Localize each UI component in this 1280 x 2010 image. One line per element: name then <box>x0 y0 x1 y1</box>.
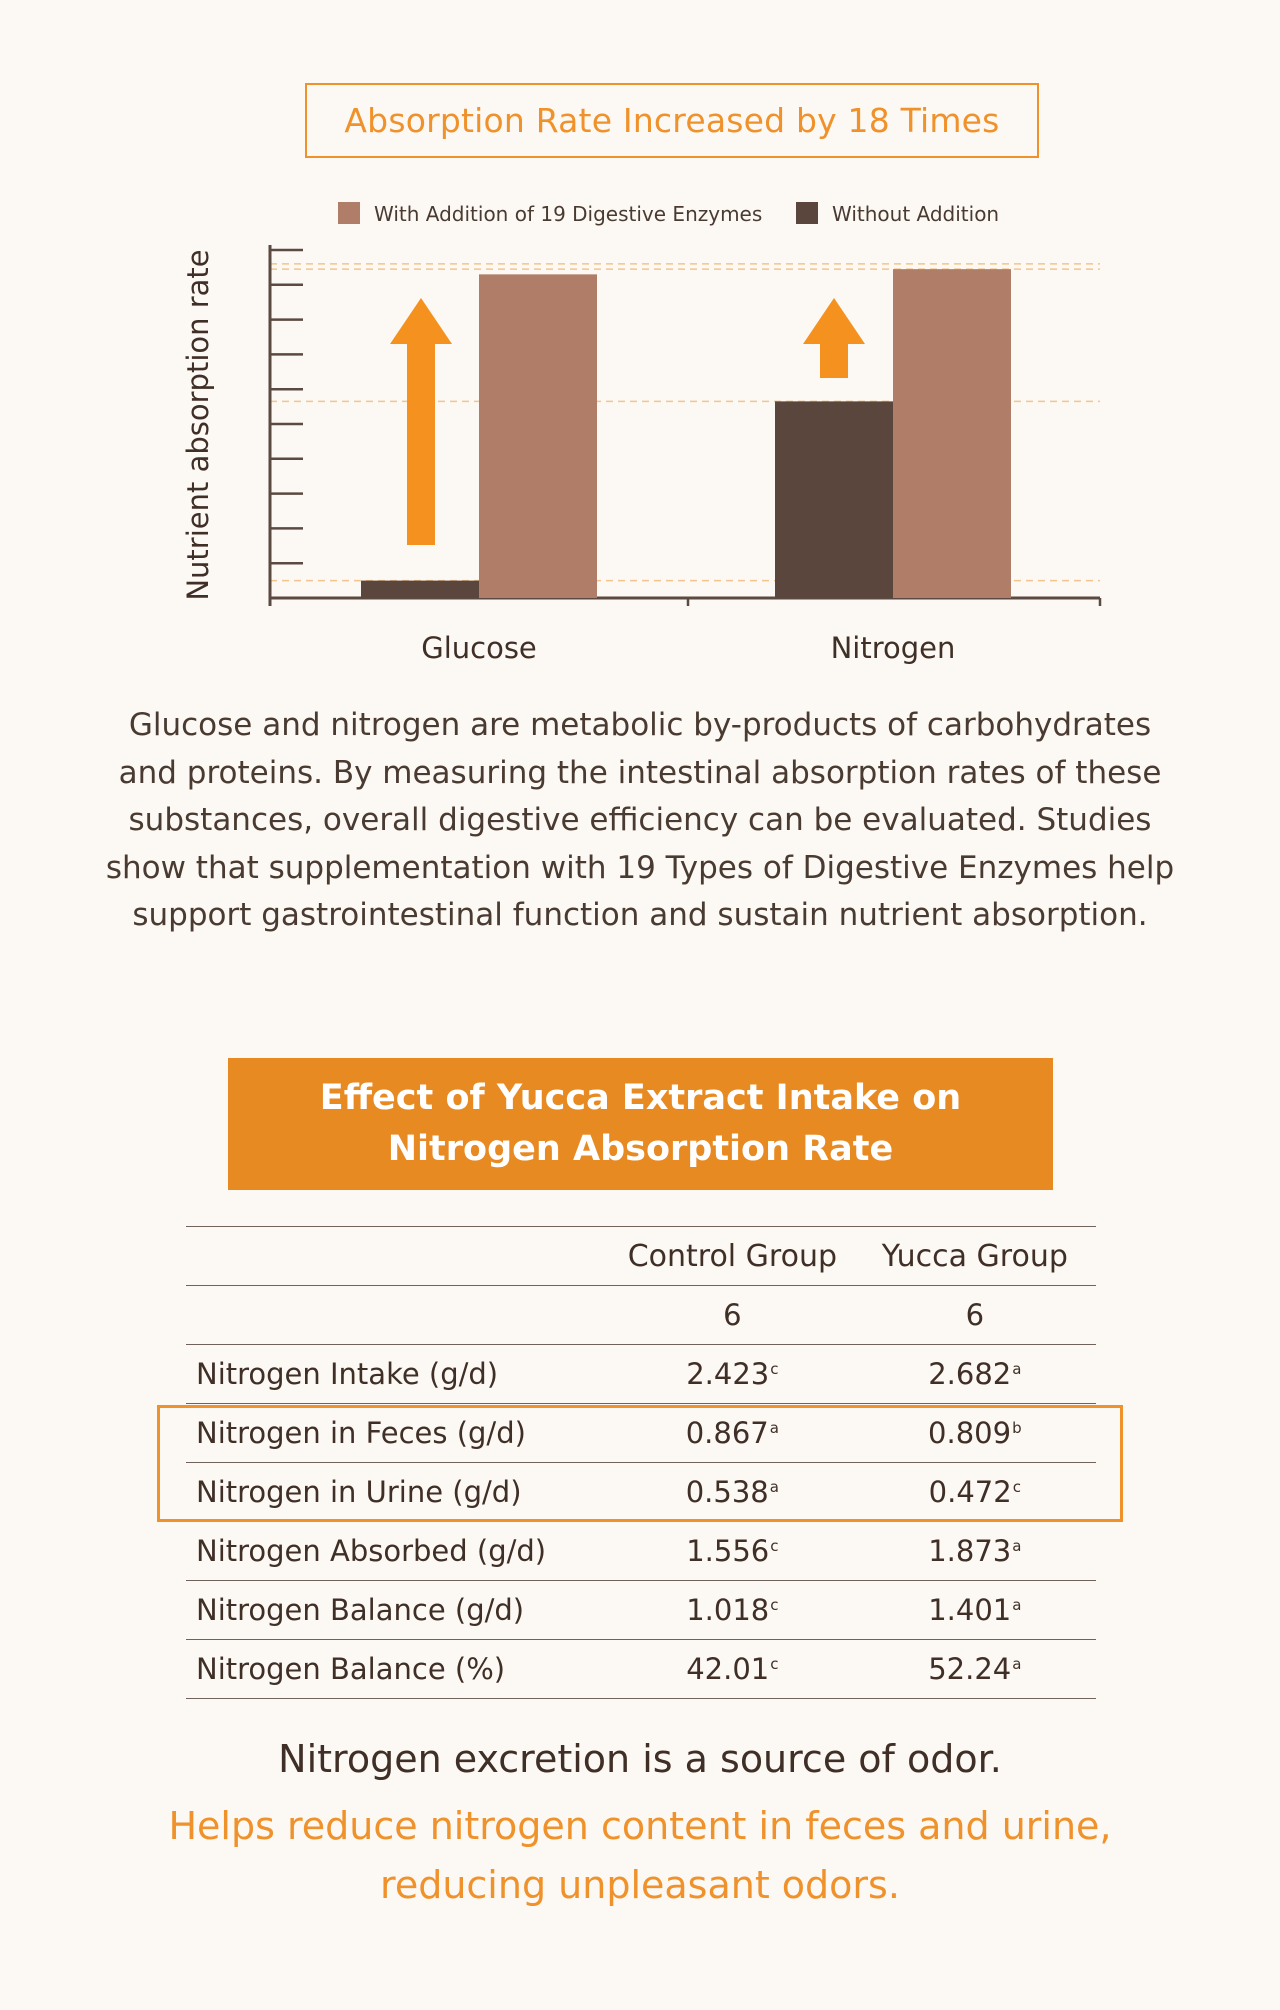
control-value-cell: 1.556c <box>611 1521 854 1581</box>
control-significance-letter: c <box>770 1537 779 1555</box>
yucca-value: 1.873 <box>928 1534 1012 1568</box>
yucca-value-cell: 0.472c <box>853 1462 1096 1522</box>
yucca-value-cell: 2.682a <box>853 1344 1096 1404</box>
n-row-yucca: 6 <box>853 1285 1096 1345</box>
control-value-cell: 1.018c <box>611 1580 854 1640</box>
table-title: Effect of Yucca Extract Intake on Nitrog… <box>228 1058 1053 1190</box>
control-value: 0.867 <box>685 1416 769 1450</box>
row-label: Nitrogen Absorbed (g/d) <box>186 1521 612 1581</box>
legend-swatch <box>796 202 818 224</box>
bar <box>893 269 1011 598</box>
table-title-line-1: Effect of Yucca Extract Intake on <box>319 1078 962 1118</box>
yucca-significance-letter: a <box>1012 1655 1022 1673</box>
yucca-value: 52.24 <box>928 1652 1012 1686</box>
yucca-significance-letter: a <box>1012 1596 1022 1614</box>
control-value-cell: 0.867a <box>611 1403 854 1463</box>
control-value-cell: 0.538a <box>611 1462 854 1522</box>
nitrogen-table: Control Group Yucca Group 6 6 Nitrogen I… <box>186 1226 1096 1699</box>
control-significance-letter: c <box>770 1360 779 1378</box>
control-significance-letter: a <box>769 1419 779 1437</box>
yucca-value-cell: 1.401a <box>853 1580 1096 1640</box>
header-control-group: Control Group <box>611 1226 854 1286</box>
yucca-value-cell: 0.809b <box>853 1403 1096 1463</box>
y-axis-label: Nutrient absorption rate <box>181 249 215 600</box>
x-tick-label: Nitrogen <box>831 631 956 665</box>
chart-description: Glucose and nitrogen are metabolic by-pr… <box>105 707 1175 933</box>
table-header-row: Control Group Yucca Group <box>186 1226 1096 1286</box>
row-label: Nitrogen in Feces (g/d) <box>186 1403 612 1463</box>
legend-swatch <box>338 202 360 224</box>
control-value: 42.01 <box>686 1652 770 1686</box>
yucca-value-cell: 52.24a <box>853 1639 1096 1699</box>
glucose-increase-arrow <box>390 298 452 545</box>
nitrogen-increase-arrow <box>803 298 865 378</box>
yucca-significance-letter: a <box>1012 1360 1022 1378</box>
control-value: 2.423 <box>686 1357 770 1391</box>
bar <box>775 401 893 598</box>
control-value: 1.018 <box>686 1593 770 1627</box>
bar <box>361 580 479 598</box>
table-row: Nitrogen Intake (g/d) 2.423c 2.682a <box>186 1344 1096 1404</box>
chart-title: Absorption Rate Increased by 18 Times <box>305 83 1039 158</box>
yucca-significance-letter: c <box>1012 1478 1021 1496</box>
footer-accent-line-2: reducing unpleasant odors. <box>380 1863 900 1907</box>
table-row: Nitrogen Absorbed (g/d) 1.556c 1.873a <box>186 1521 1096 1581</box>
control-value: 1.556 <box>686 1534 770 1568</box>
footer-main-text: Nitrogen excretion is a source of odor. <box>278 1737 1002 1781</box>
yucca-value: 1.401 <box>928 1593 1012 1627</box>
table-row: Nitrogen in Urine (g/d) 0.538a 0.472c <box>186 1462 1096 1522</box>
row-label: Nitrogen Intake (g/d) <box>186 1344 612 1404</box>
yucca-significance-letter: b <box>1012 1419 1022 1437</box>
yucca-value: 0.472 <box>928 1475 1012 1509</box>
row-label: Nitrogen Balance (g/d) <box>186 1580 612 1640</box>
control-value: 0.538 <box>685 1475 769 1509</box>
yucca-value-cell: 1.873a <box>853 1521 1096 1581</box>
yucca-value: 0.809 <box>928 1416 1012 1450</box>
yucca-significance-letter: a <box>1012 1537 1022 1555</box>
n-row-control: 6 <box>611 1285 854 1345</box>
control-significance-letter: a <box>769 1478 779 1496</box>
row-label: Nitrogen in Urine (g/d) <box>186 1462 612 1522</box>
bar <box>479 274 597 598</box>
control-significance-letter: c <box>770 1655 779 1673</box>
control-value-cell: 42.01c <box>611 1639 854 1699</box>
header-label-cell <box>186 1226 612 1286</box>
yucca-value: 2.682 <box>928 1357 1012 1391</box>
bar-chart: With Addition of 19 Digestive Enzymes Wit… <box>181 202 1102 665</box>
table-row: Nitrogen Balance (g/d) 1.018c 1.401a <box>186 1580 1096 1640</box>
footer-accent-line-1: Helps reduce nitrogen content in feces a… <box>168 1804 1112 1848</box>
table-row: Nitrogen in Feces (g/d) 0.867a 0.809b <box>186 1403 1096 1463</box>
control-significance-letter: c <box>770 1596 779 1614</box>
legend-label: With Addition of 19 Digestive Enzymes <box>374 202 762 226</box>
table-title-line-2: Nitrogen Absorption Rate <box>387 1129 894 1169</box>
footer-accent-text: Helps reduce nitrogen content in feces a… <box>0 1797 1280 1915</box>
table-row: Nitrogen Balance (%) 42.01c 52.24a <box>186 1639 1096 1699</box>
row-label: Nitrogen Balance (%) <box>186 1639 612 1699</box>
x-tick-label: Glucose <box>421 631 537 665</box>
table-body: 6 6 Nitrogen Intake (g/d) 2.423c 2.682a Nit… <box>186 1285 1096 1699</box>
legend-label: Without Addition <box>832 202 999 226</box>
control-value-cell: 2.423c <box>611 1344 854 1404</box>
n-row-label <box>186 1285 612 1345</box>
table-n-row: 6 6 <box>186 1285 1096 1345</box>
header-yucca-group: Yucca Group <box>853 1226 1096 1286</box>
